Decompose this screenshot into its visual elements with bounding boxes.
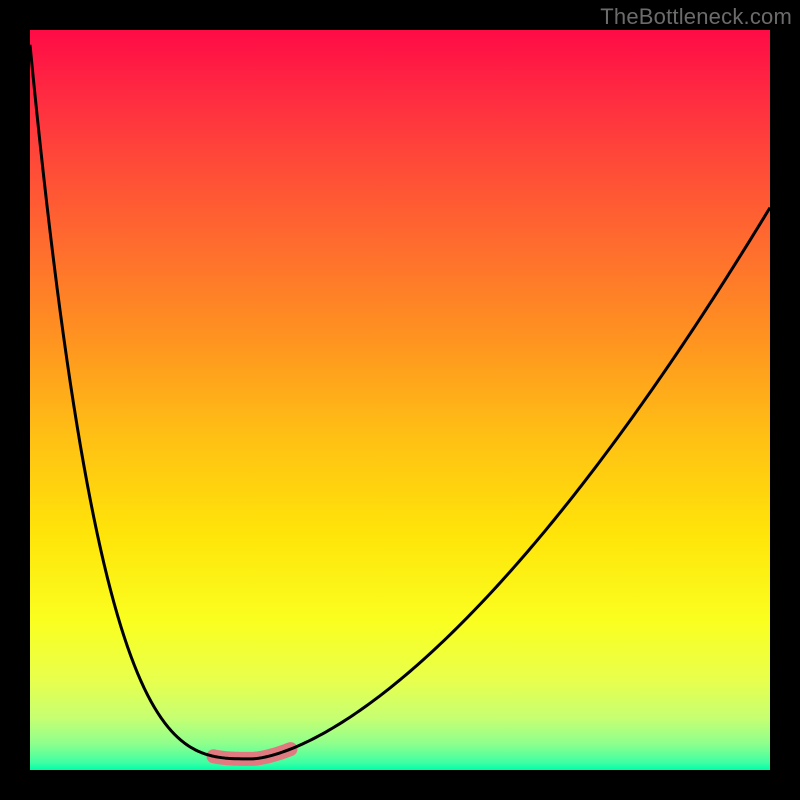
plot-background	[30, 30, 770, 770]
chart-svg	[0, 0, 800, 800]
watermark-text: TheBottleneck.com	[600, 4, 792, 30]
stage: TheBottleneck.com	[0, 0, 800, 800]
